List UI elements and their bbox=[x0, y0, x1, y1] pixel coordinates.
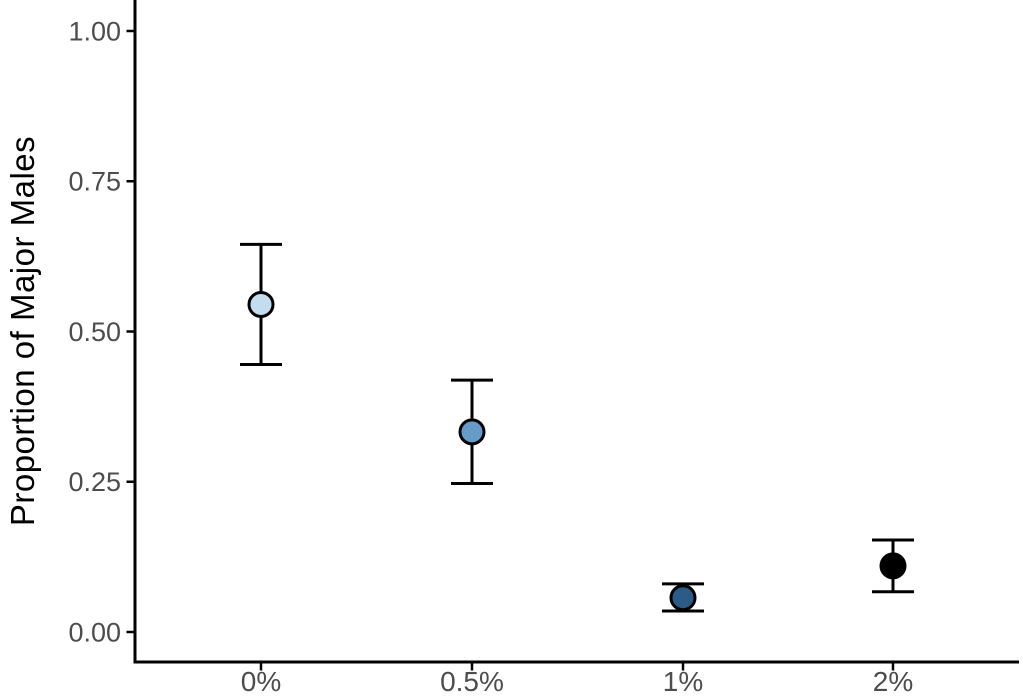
y-tick-label: 0.50 bbox=[68, 317, 121, 347]
y-tick-label: 1.00 bbox=[68, 16, 121, 46]
data-point bbox=[879, 552, 907, 580]
data-point bbox=[458, 418, 486, 446]
data-point bbox=[669, 584, 697, 612]
y-tick-label: 0.75 bbox=[68, 167, 121, 197]
y-tick-label: 0.25 bbox=[68, 467, 121, 497]
x-tick-label: 2% bbox=[873, 666, 913, 697]
x-tick-label: 0.5% bbox=[440, 666, 504, 697]
y-tick-label: 0.00 bbox=[68, 617, 121, 647]
x-tick-label: 0% bbox=[241, 666, 281, 697]
data-point bbox=[247, 290, 275, 318]
x-tick-label: 1% bbox=[663, 666, 703, 697]
